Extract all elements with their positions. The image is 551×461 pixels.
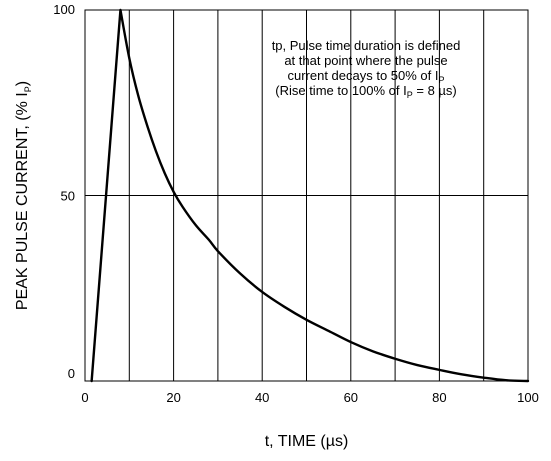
x-tick-label: 60 (344, 390, 358, 405)
x-tick-label: 20 (166, 390, 180, 405)
annotation-line-4: (Rise time to 100% of IP = 8 µs) (275, 83, 457, 100)
y-tick-label: 50 (61, 189, 75, 204)
annotation-line-3-main: current decays to 50% of I (287, 68, 438, 83)
y-axis-title: PEAK PULSE CURRENT, (% IP) (14, 81, 33, 310)
y-tick-label: 0 (68, 366, 75, 381)
annotation-line-4-pre: (Rise time to 100% of I (275, 83, 407, 98)
series-line-pulse-current (90, 8, 530, 383)
annotation-line-2: at that point where the pulse (284, 53, 447, 68)
x-tick-label: 0 (81, 390, 88, 405)
y-axis-title-sub: P (23, 86, 33, 92)
x-tick-labels: 0 20 40 60 80 100 (81, 390, 538, 405)
annotation-line-3: current decays to 50% of IP (287, 68, 444, 85)
x-tick-label: 40 (255, 390, 269, 405)
y-axis-title-main: PEAK PULSE CURRENT, (% I (14, 92, 31, 310)
y-axis-title-close: ) (14, 81, 31, 86)
grid (85, 10, 528, 381)
y-tick-label: 100 (53, 2, 75, 17)
annotation-line-1: tp, Pulse time duration is defined (272, 38, 461, 53)
y-tick-labels: 0 50 100 (53, 2, 75, 381)
annotation-line-4-post: = 8 µs) (413, 83, 457, 98)
x-tick-label: 100 (517, 390, 539, 405)
plot-frame (84, 9, 529, 382)
x-axis-title: t, TIME (µs) (265, 433, 349, 450)
annotation-line-3-sub: P (439, 75, 445, 85)
annotation: tp, Pulse time duration is defined at th… (272, 38, 461, 100)
x-tick-label: 80 (432, 390, 446, 405)
annotation-line-4-sub: P (407, 90, 413, 100)
